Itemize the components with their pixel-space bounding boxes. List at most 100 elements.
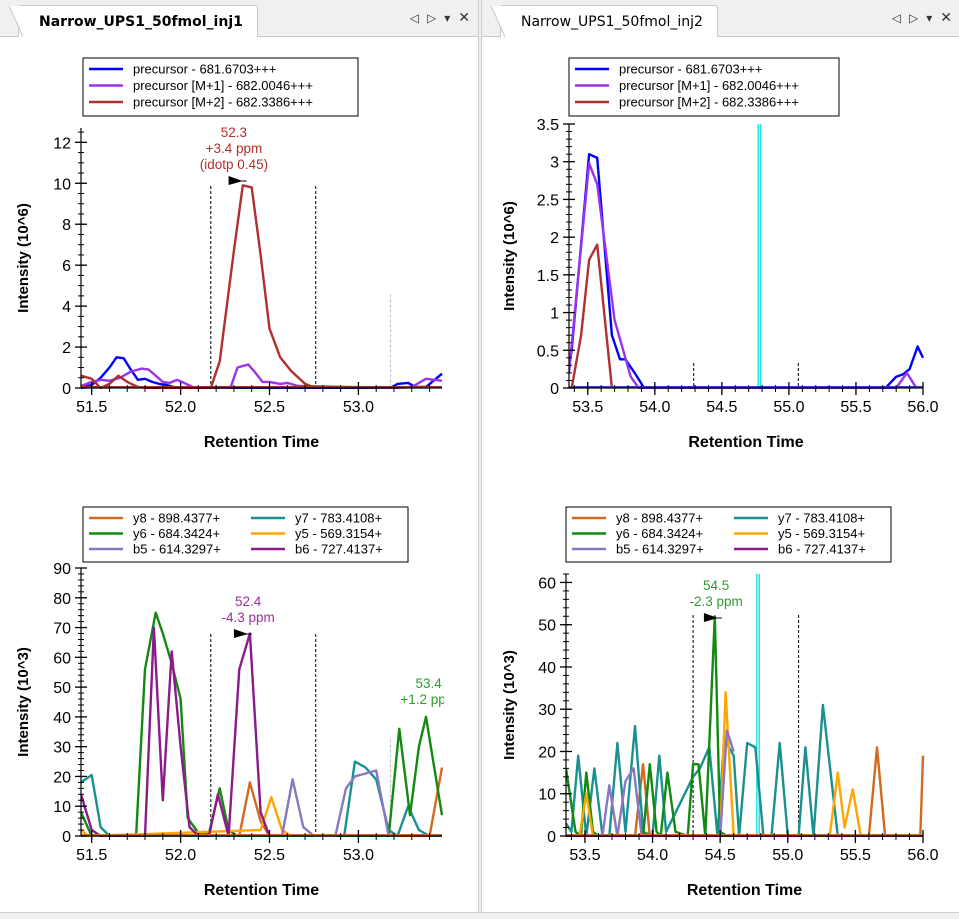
y-tick-label: 1 [550,306,559,323]
y-tick-label: 20 [53,769,71,786]
y-tick-label: 0 [550,381,559,398]
y-tick-label: 70 [53,621,71,638]
y-tick-label: 30 [53,740,71,757]
series-line-1 [569,161,918,389]
status-strip [0,912,959,919]
legend-entry: y7 - 783.4108+ [778,511,865,526]
y-tick-label: 2.5 [537,192,559,209]
y-axis-label: Intensity (10^6) [501,201,518,311]
legend-entry: precursor [M+1] - 682.0046+++ [619,78,799,93]
x-tick-label: 53.0 [343,399,374,416]
series-line-0 [81,356,443,389]
chromatogram-panel-inj1: Narrow_UPS1_50fmol_inj1 ◁ ▷ ▾ ✕ [0,0,479,912]
y-tick-label: 4 [62,299,71,316]
x-axis-label: Retention Time [204,434,319,451]
tab-bar: Narrow_UPS1_50fmol_inj1 ◁ ▷ ▾ ✕ [0,0,478,37]
tab-controls: ◁ ▷ ▾ ✕ [410,9,470,26]
y-tick-label: 50 [538,618,556,635]
legend: y8 - 898.4377+ y7 - 783.4108+ y6 - 684.342… [565,506,892,563]
peak-annotation: 52.3 [221,125,247,140]
peak-annotation: +1.2 ppm [400,692,457,707]
legend-box [82,57,359,117]
y-tick-label: 10 [53,176,71,193]
x-tick-label: 54.0 [637,847,668,864]
chevron-right-icon[interactable]: ▷ [427,10,437,25]
chevron-left-icon[interactable]: ◁ [409,10,419,25]
legend-entry: y7 - 783.4108+ [295,511,382,526]
x-tick-label: 52.5 [254,399,285,416]
series-line-0 [569,152,925,389]
y-tick-label: 0 [62,829,71,846]
legend-entry: b5 - 614.3297+ [616,542,704,557]
close-icon[interactable]: ✕ [940,9,952,25]
x-tick-label: 55.0 [772,847,803,864]
legend: y8 - 898.4377+ y7 - 783.4108+ y6 - 684.342… [82,506,409,563]
x-tick-label: 53.5 [569,847,600,864]
y-tick-label: 6 [62,258,71,275]
x-tick-label: 55.5 [840,847,871,864]
y-axis-label: Intensity (10^3) [501,650,518,760]
y-tick-label: 90 [53,561,71,578]
legend-box [565,506,892,563]
y-tick-label: 8 [62,217,71,234]
legend-entry: b5 - 614.3297+ [133,542,221,557]
legend-entry: b6 - 727.4137+ [778,542,866,557]
x-tick-label: 51.5 [76,847,107,864]
x-tick-label: 56.0 [907,847,938,864]
peak-annotation: 54.5 [703,578,729,593]
y-axis-label: Intensity (10^3) [15,647,32,757]
legend-entry: y5 - 569.3154+ [778,526,865,541]
series-line-5 [81,626,271,837]
x-tick-label: 52.0 [165,847,196,864]
y-tick-label: 60 [538,575,556,592]
legend-entry: y8 - 898.4377+ [616,511,703,526]
series-line-4 [280,769,390,837]
y-tick-label: 0.5 [537,343,559,360]
tab-narrow-ups1-50fmol-inj2[interactable]: Narrow_UPS1_50fmol_inj2 [491,5,718,37]
tab-controls: ◁ ▷ ▾ ✕ [892,9,952,26]
y-tick-label: 60 [53,650,71,667]
tab-narrow-ups1-50fmol-inj1[interactable]: Narrow_UPS1_50fmol_inj1 [9,5,258,37]
series-line-2 [81,184,317,389]
legend-entry: y6 - 684.3424+ [133,526,220,541]
x-tick-label: 54.5 [706,399,737,416]
tab-bar: Narrow_UPS1_50fmol_inj2 ◁ ▷ ▾ ✕ [482,0,959,37]
tab-label: Narrow_UPS1_50fmol_inj2 [521,13,703,30]
chart-br: y8 - 898.4377+ y7 - 783.4108+ y6 - 684.342… [501,506,939,899]
dropdown-icon[interactable]: ▾ [926,10,933,25]
x-axis-label: Retention Time [688,434,803,451]
y-tick-label: 3.5 [537,117,559,134]
chevron-right-icon[interactable]: ▷ [909,10,919,25]
y-tick-label: 0 [547,829,556,846]
close-icon[interactable]: ✕ [458,9,470,25]
y-axis-label: Intensity (10^6) [15,203,32,313]
x-tick-label: 51.5 [76,399,107,416]
dropdown-icon[interactable]: ▾ [444,10,451,25]
x-tick-label: 53.0 [343,847,374,864]
legend-box [568,57,840,117]
series-line-1 [81,760,442,837]
peak-annotation: -2.3 ppm [689,594,742,609]
y-tick-label: 40 [53,710,71,727]
y-tick-label: 2 [62,340,71,357]
x-tick-label: 54.5 [705,847,736,864]
y-tick-label: 40 [538,660,556,677]
peak-annotation: (idotp 0.45) [200,157,268,172]
x-axis-label: Retention Time [687,882,802,899]
series-line-2 [81,611,444,837]
legend-entry: precursor [M+2] - 682.3386+++ [619,95,799,110]
legend-entry: y8 - 898.4377+ [133,511,220,526]
series-line-2 [570,243,614,389]
chart-tl: precursor - 681.6703+++precursor [M+1] -… [15,57,443,451]
tab-label: Narrow_UPS1_50fmol_inj1 [39,13,243,30]
x-tick-label: 52.5 [254,847,285,864]
legend: precursor - 681.6703+++precursor [M+1] -… [82,57,359,117]
peak-annotation: +3.4 ppm [206,141,263,156]
legend-entry: precursor - 681.6703+++ [619,62,762,77]
y-tick-label: 50 [53,680,71,697]
chevron-left-icon[interactable]: ◁ [891,10,901,25]
x-tick-label: 55.5 [840,399,871,416]
x-axis-label: Retention Time [204,882,319,899]
peak-annotation: 53.4 [416,676,443,691]
